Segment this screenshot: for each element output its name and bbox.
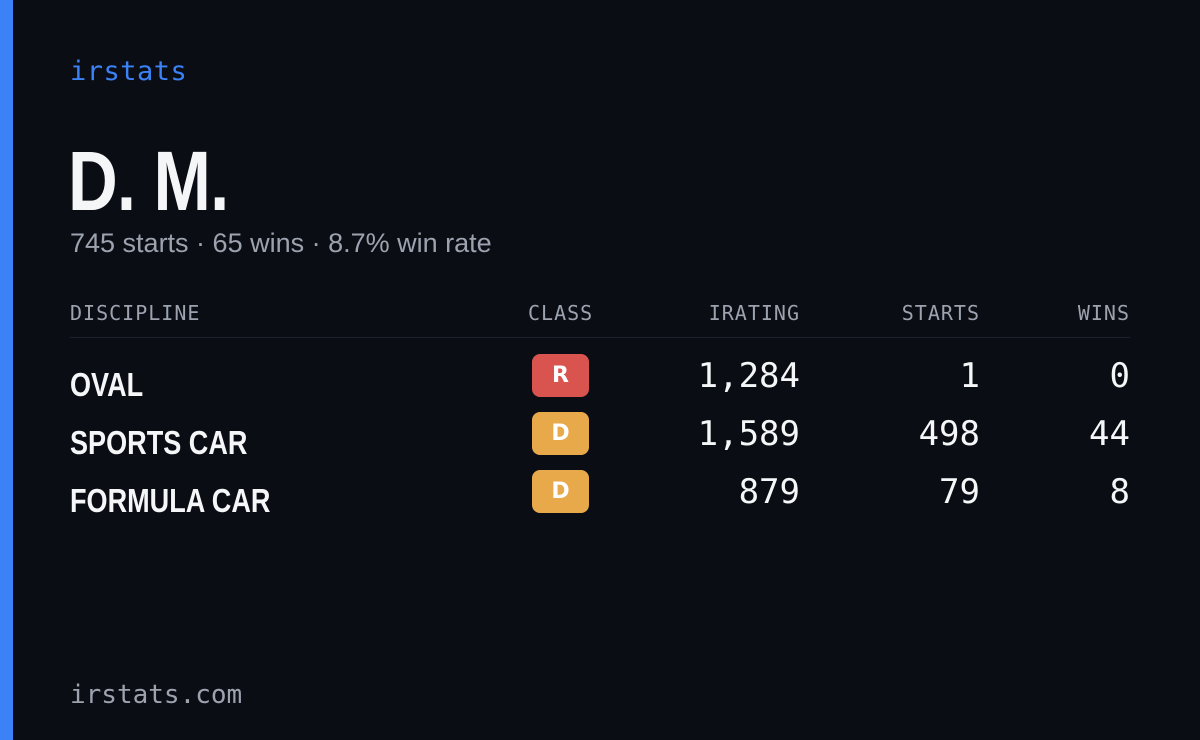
table-row: SPORTS CAR D 1,589 498 44 — [70, 412, 1130, 470]
wins-cell: 8 — [1109, 472, 1130, 512]
footer-url: irstats.com — [70, 680, 243, 710]
header-irating: IRATING — [708, 301, 800, 325]
accent-bar — [0, 0, 13, 740]
table-row: OVAL R 1,284 1 0 — [70, 354, 1130, 412]
header-wins: WINS — [1077, 301, 1130, 325]
starts-cell: 1 — [959, 356, 980, 396]
class-badge: D — [532, 470, 589, 513]
table-body: OVAL R 1,284 1 0 SPORTS CAR D 1,589 498 … — [70, 354, 1130, 528]
driver-summary: 745 starts · 65 wins · 8.7% win rate — [70, 228, 492, 258]
wins-cell: 0 — [1109, 356, 1130, 396]
header-discipline: DISCIPLINE — [70, 301, 201, 325]
table-header: DISCIPLINE CLASS IRATING STARTS WINS — [70, 297, 1130, 338]
class-badge: R — [532, 354, 589, 397]
discipline-cell: FORMULA CAR — [70, 482, 271, 519]
discipline-cell: OVAL — [70, 366, 144, 403]
stats-table: DISCIPLINE CLASS IRATING STARTS WINS OVA… — [70, 297, 1130, 519]
irating-cell: 1,284 — [697, 356, 800, 396]
header-starts: STARTS — [901, 301, 980, 325]
irating-cell: 879 — [738, 472, 800, 512]
irating-cell: 1,589 — [697, 414, 800, 454]
starts-cell: 498 — [918, 414, 980, 454]
class-badge: D — [532, 412, 589, 455]
discipline-cell: SPORTS CAR — [70, 424, 248, 461]
brand-logo: irstats — [70, 56, 188, 87]
table-row: FORMULA CAR D 879 79 8 — [70, 470, 1130, 528]
driver-name: D. M. — [68, 134, 229, 228]
header-class: CLASS — [528, 301, 594, 325]
wins-cell: 44 — [1089, 414, 1130, 454]
starts-cell: 79 — [939, 472, 980, 512]
